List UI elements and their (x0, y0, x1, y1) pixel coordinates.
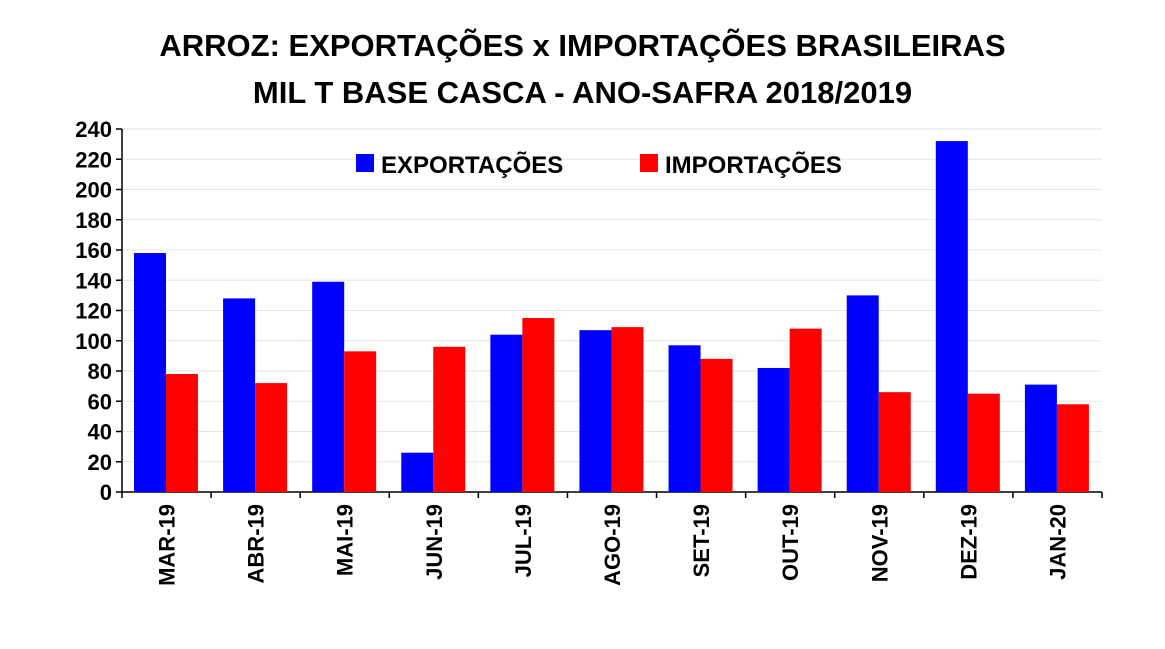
x-tick-label: ABR-19 (244, 504, 269, 583)
x-tick-label: MAI-19 (333, 504, 358, 576)
x-tick-label: DEZ-19 (956, 504, 981, 580)
bar-importacoes (967, 393, 1000, 492)
bar-importacoes (344, 351, 377, 492)
x-tick-label: OUT-19 (778, 504, 803, 581)
y-tick-label: 140 (75, 268, 112, 293)
x-tick-label: JUL-19 (511, 504, 536, 577)
bar-exportacoes (757, 367, 790, 492)
x-tick-label: AGO-19 (600, 504, 625, 586)
x-tick-label: NOV-19 (867, 504, 892, 582)
y-tick-label: 240 (75, 117, 112, 142)
bar-exportacoes (579, 330, 612, 492)
bar-exportacoes (935, 141, 968, 492)
y-tick-label: 0 (100, 480, 112, 505)
bar-exportacoes (134, 253, 166, 492)
x-tick-label: JAN-20 (1045, 504, 1070, 580)
y-tick-label: 180 (75, 208, 112, 233)
x-tick-label: JUN-19 (422, 504, 447, 580)
bar-importacoes (1056, 404, 1089, 492)
bar-exportacoes (223, 298, 256, 492)
bar-importacoes (166, 374, 198, 492)
x-tick-label: MAR-19 (155, 504, 180, 586)
y-tick-label: 100 (75, 329, 112, 354)
legend-label: IMPORTAÇÕES (665, 151, 842, 179)
bar-exportacoes (846, 295, 879, 492)
y-tick-label: 220 (75, 147, 112, 172)
bar-importacoes (522, 318, 555, 492)
bar-exportacoes (1024, 384, 1057, 492)
chart-subtitle: MIL T BASE CASCA - ANO-SAFRA 2018/2019 (252, 75, 913, 110)
y-tick-label: 40 (88, 420, 112, 445)
y-tick-label: 80 (88, 359, 112, 384)
legend-label: EXPORTAÇÕES (381, 151, 563, 179)
bar-importacoes (700, 358, 733, 492)
legend-swatch (356, 154, 374, 172)
bar-importacoes (255, 383, 288, 492)
x-tick-label: SET-19 (689, 504, 714, 577)
bar-exportacoes (312, 281, 345, 492)
y-tick-label: 60 (88, 389, 112, 414)
bar-importacoes (611, 327, 644, 492)
legend-swatch (640, 154, 658, 172)
y-tick-label: 20 (88, 450, 112, 475)
bar-exportacoes (490, 334, 523, 492)
chart-title: ARROZ: EXPORTAÇÕES x IMPORTAÇÕES BRASILE… (159, 28, 1006, 63)
bar-exportacoes (401, 452, 434, 492)
bar-importacoes (789, 328, 822, 492)
bar-importacoes (433, 346, 466, 492)
y-tick-label: 160 (75, 238, 112, 263)
bar-importacoes (878, 392, 911, 492)
y-tick-label: 120 (75, 299, 112, 324)
bar-exportacoes (668, 345, 701, 492)
y-tick-label: 200 (75, 178, 112, 203)
